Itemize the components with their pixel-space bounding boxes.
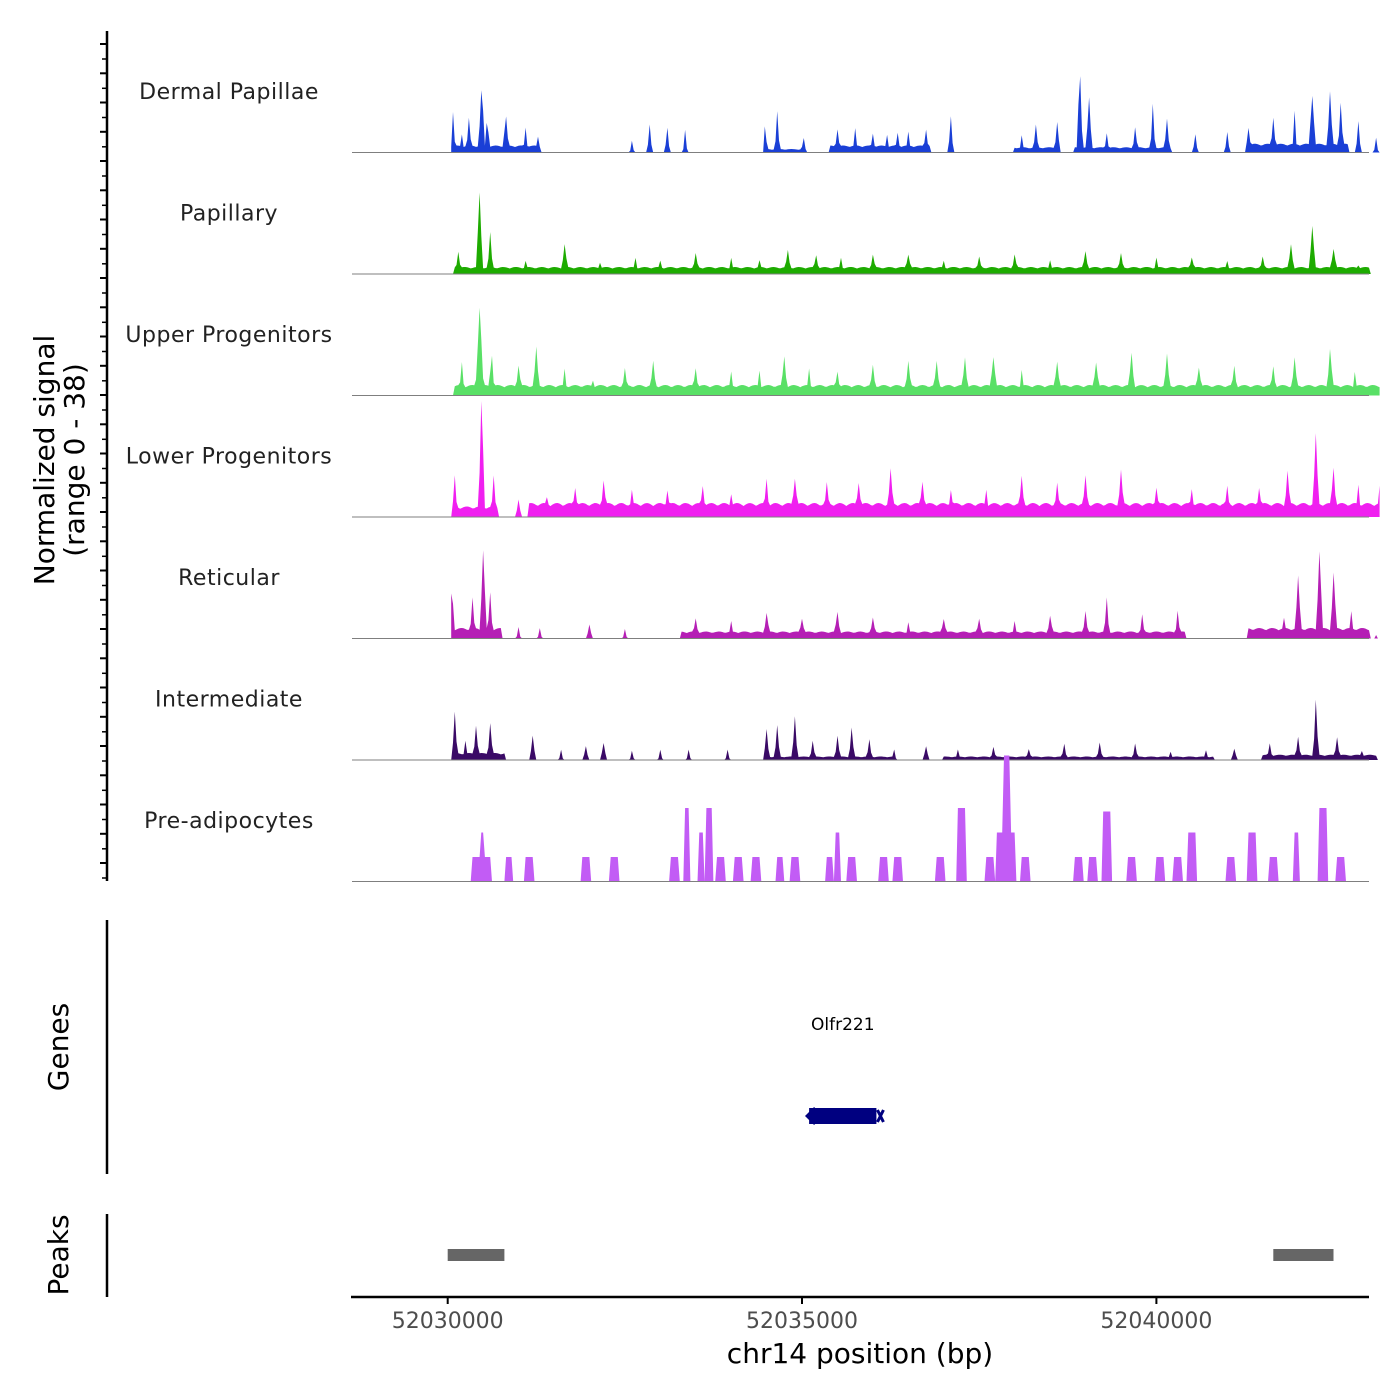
x-axis-tick-label: 52030000 xyxy=(392,1309,504,1334)
x-axis-ticks: 52030000 52035000 52040000 xyxy=(392,1297,1212,1334)
gene-label-olfr221: Olfr221 xyxy=(811,1015,875,1035)
signal-area-pre-adipocytes xyxy=(451,755,1380,882)
x-axis-tick-label: 52040000 xyxy=(1100,1309,1212,1334)
signal-area-reticular xyxy=(451,550,1380,639)
signal-area-dermal-papillae xyxy=(451,76,1380,153)
x-axis-tick-label: 52035000 xyxy=(746,1309,858,1334)
gene-strand-arrow-olfr221 xyxy=(804,1106,817,1126)
gene-annotations: Olfr221 xyxy=(804,1015,885,1126)
x-axis-title: chr14 position (bp) xyxy=(727,1337,993,1370)
track-label-papillary: Papillary xyxy=(180,202,278,227)
y-axis-title-line2: (range 0 - 38) xyxy=(58,363,91,557)
track-labels: Dermal Papillae Papillary Upper Progenitor… xyxy=(125,80,332,834)
track-label-reticular: Reticular xyxy=(178,566,280,591)
track-label-pre-adipocytes: Pre-adipocytes xyxy=(144,809,314,834)
peak-region-bar xyxy=(1273,1249,1334,1261)
coverage-tracks xyxy=(352,76,1380,882)
signal-area-papillary xyxy=(451,192,1380,274)
track-label-dermal-papillae: Dermal Papillae xyxy=(139,80,319,105)
gene-end-mark-olfr221 xyxy=(876,1109,885,1123)
track-label-intermediate: Intermediate xyxy=(155,688,303,713)
signal-area-intermediate xyxy=(451,699,1380,760)
signal-area-upper-progenitors xyxy=(451,307,1380,396)
peaks-panel-title: Peaks xyxy=(42,1214,75,1295)
gene-body-olfr221 xyxy=(809,1108,877,1124)
y-axis-title-line1: Normalized signal xyxy=(28,335,61,586)
track-label-upper-progenitors: Upper Progenitors xyxy=(125,323,332,348)
peak-region-bar xyxy=(447,1249,505,1261)
track-label-lower-progenitors: Lower Progenitors xyxy=(126,445,332,470)
signal-y-axis-ticks xyxy=(100,43,107,879)
genes-panel-title: Genes xyxy=(42,1003,75,1091)
peak-regions xyxy=(447,1249,1334,1261)
signal-area-lower-progenitors xyxy=(451,401,1380,517)
